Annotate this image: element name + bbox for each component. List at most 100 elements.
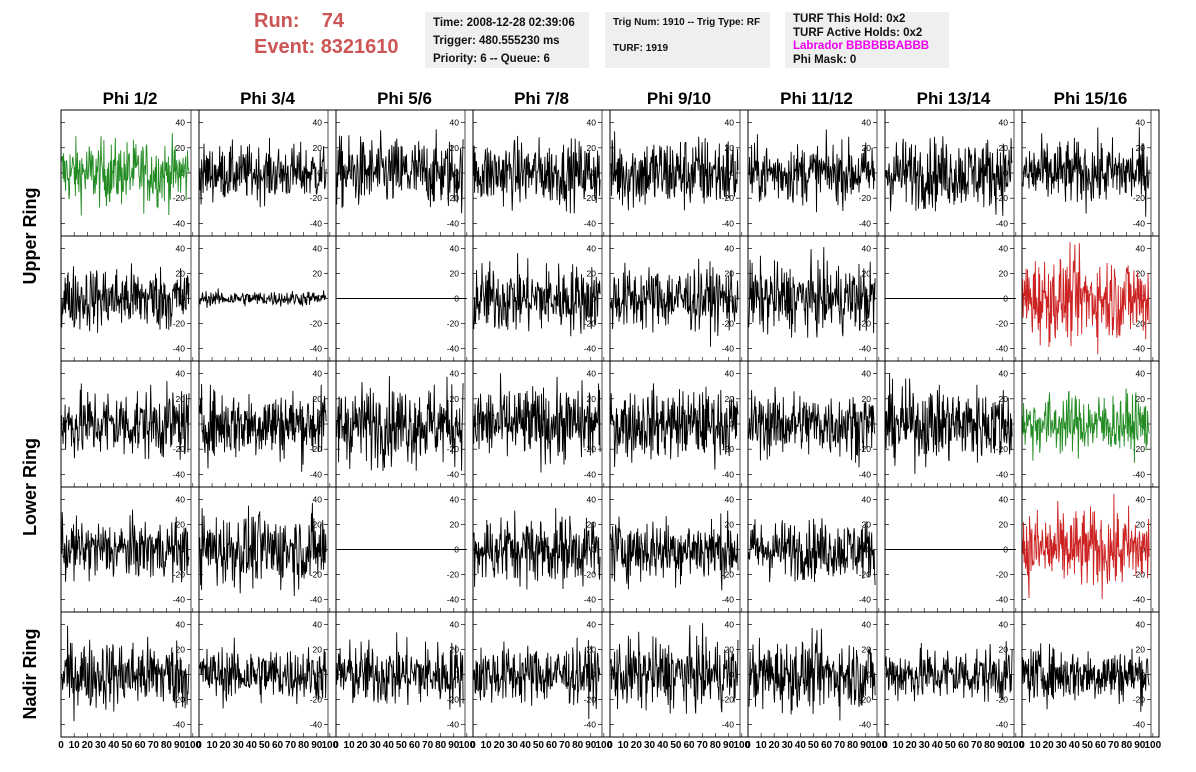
y-tick-label-r1c1-3: -20	[173, 193, 186, 203]
waveform-trace-r1c4	[473, 135, 601, 214]
phi-mask-text: Phi Mask: 0	[793, 53, 857, 66]
y-tick-label-r2c3-1: 20	[450, 269, 460, 279]
y-tick-label-r5c8-1: 20	[1136, 645, 1146, 655]
y-tick-label-r3c5-3: -20	[722, 444, 735, 454]
y-tick-label-r5c1-1: 20	[176, 645, 186, 655]
y-tick-label-r2c1-4: -40	[173, 344, 186, 354]
y-tick-label-r4c3-1: 20	[450, 520, 460, 530]
x-tick-label-c1-1: 10	[69, 740, 81, 751]
time-info-box: Time: 2008-12-28 02:39:06 Trigger: 480.5…	[425, 12, 589, 68]
x-tick-label-c2-2: 20	[220, 740, 232, 751]
waveform-trace-r2c6	[748, 247, 876, 338]
run-event-header: Run: 74 Event: 8321610	[254, 8, 399, 60]
y-tick-label-r2c8-1: 20	[1136, 269, 1146, 279]
x-tick-label-c5-4: 40	[657, 740, 669, 751]
y-tick-label-r3c6-0: 40	[862, 369, 872, 379]
waveform-trace-r3c8	[1022, 388, 1150, 463]
turf-text: TURF: 1919	[613, 43, 669, 54]
time-text: Time: 2008-12-28 02:39:06	[433, 17, 575, 29]
y-tick-label-r3c3-3: -20	[447, 444, 460, 454]
y-tick-label-r1c4-1: 20	[587, 143, 597, 153]
x-tick-label-c1-9: 90	[174, 740, 186, 751]
turf-info-box: TURF This Hold: 0x2 TURF Active Holds: 0…	[785, 12, 949, 68]
x-tick-label-c5-9: 90	[723, 740, 735, 751]
y-tick-label-r1c8-4: -40	[1133, 218, 1146, 228]
y-tick-label-r2c5-1: 20	[725, 269, 735, 279]
y-tick-label-r1c8-0: 40	[1136, 118, 1146, 128]
x-tick-label-c3-4: 40	[383, 740, 395, 751]
x-tick-label-c8-5: 50	[1082, 740, 1094, 751]
x-tick-label-c8-6: 60	[1095, 740, 1107, 751]
y-tick-label-r1c3-3: -20	[447, 193, 460, 203]
y-tick-label-r3c1-3: -20	[173, 444, 186, 454]
labrador-text: Labrador BBBBBBABBB	[793, 40, 930, 52]
row-label-lower-ring: Lower Ring	[20, 438, 40, 536]
y-tick-label-r2c6-0: 40	[862, 244, 872, 254]
waveform-trace-r1c5	[610, 131, 739, 211]
y-tick-label-r1c5-1: 20	[725, 143, 735, 153]
y-tick-label-r2c8-4: -40	[1133, 344, 1146, 354]
y-tick-label-r5c2-1: 20	[313, 645, 323, 655]
y-tick-label-r3c2-3: -20	[310, 444, 323, 454]
y-tick-label-r5c3-4: -40	[447, 720, 460, 730]
x-tick-label-c7-3: 30	[919, 740, 931, 751]
x-tick-label-c7-1: 10	[893, 740, 905, 751]
x-tick-label-c2-5: 50	[259, 740, 271, 751]
x-tick-label-c5-5: 50	[670, 740, 682, 751]
y-tick-label-r5c3-0: 40	[450, 620, 460, 630]
x-tick-label-c2-1: 10	[207, 740, 219, 751]
y-tick-label-r3c7-3: -20	[996, 444, 1009, 454]
y-tick-label-r3c8-3: -20	[1133, 444, 1146, 454]
y-tick-label-r4c7-4: -40	[996, 595, 1009, 605]
x-tick-label-c3-9: 90	[448, 740, 460, 751]
y-tick-label-r1c5-0: 40	[725, 118, 735, 128]
waveform-trace-r1c2	[199, 137, 327, 208]
waveform-trace-r5c1	[61, 625, 190, 722]
y-tick-label-r4c1-1: 20	[176, 520, 186, 530]
y-tick-label-r2c2-0: 40	[313, 244, 323, 254]
column-header-3: Phi 5/6	[377, 89, 432, 108]
y-tick-label-r3c5-0: 40	[725, 369, 735, 379]
x-tick-label-c8-1: 10	[1030, 740, 1042, 751]
y-tick-label-r4c5-1: 20	[725, 520, 735, 530]
y-tick-label-r1c4-4: -40	[584, 218, 597, 228]
y-tick-label-r4c3-3: -20	[447, 570, 460, 580]
waveform-trace-r4c8	[1022, 493, 1150, 600]
y-tick-label-r2c3-3: -20	[447, 319, 460, 329]
y-tick-label-r3c4-4: -40	[584, 469, 597, 479]
x-tick-label-c1-2: 20	[82, 740, 94, 751]
y-tick-label-r4c2-1: 20	[313, 520, 323, 530]
x-tick-label-c4-4: 40	[520, 740, 532, 751]
run-value: 74	[321, 10, 345, 32]
y-tick-label-r3c4-1: 20	[587, 394, 597, 404]
y-tick-label-r1c8-1: 20	[1136, 143, 1146, 153]
x-tick-label-c3-2: 20	[357, 740, 369, 751]
event-row: Event: 8321610	[254, 34, 399, 60]
x-tick-label-c5-7: 70	[697, 740, 709, 751]
waveform-trace-r5c5	[610, 623, 739, 714]
y-tick-label-r4c3-4: -40	[447, 595, 460, 605]
y-tick-label-r3c8-4: -40	[1133, 469, 1146, 479]
y-tick-label-r1c3-1: 20	[450, 143, 460, 153]
y-tick-label-r5c8-3: -20	[1133, 695, 1146, 705]
y-tick-label-r5c2-2: 0	[317, 670, 322, 680]
x-tick-label-c5-3: 30	[644, 740, 656, 751]
y-tick-label-r5c1-3: -20	[173, 695, 186, 705]
x-tick-label-c1-3: 30	[95, 740, 107, 751]
x-tick-label-c2-8: 80	[298, 740, 310, 751]
y-tick-label-r2c4-3: -20	[584, 319, 597, 329]
priority-text: Priority: 6 -- Queue: 6	[433, 53, 550, 65]
y-tick-label-r3c6-4: -40	[859, 469, 872, 479]
y-tick-label-r3c8-1: 20	[1136, 394, 1146, 404]
y-tick-label-r1c4-3: -20	[584, 193, 597, 203]
x-tick-label-c7-5: 50	[945, 740, 957, 751]
x-tick-label-c4-6: 60	[546, 740, 558, 751]
y-tick-label-r5c7-4: -40	[996, 720, 1009, 730]
y-tick-label-r4c1-0: 40	[176, 495, 186, 505]
y-tick-label-r2c2-4: -40	[310, 344, 323, 354]
y-tick-label-r2c8-2: 0	[1140, 294, 1145, 304]
y-tick-label-r5c7-0: 40	[999, 620, 1009, 630]
y-tick-label-r5c6-2: 0	[866, 670, 871, 680]
waveform-trace-r5c7	[885, 641, 1013, 702]
y-tick-label-r4c5-0: 40	[725, 495, 735, 505]
